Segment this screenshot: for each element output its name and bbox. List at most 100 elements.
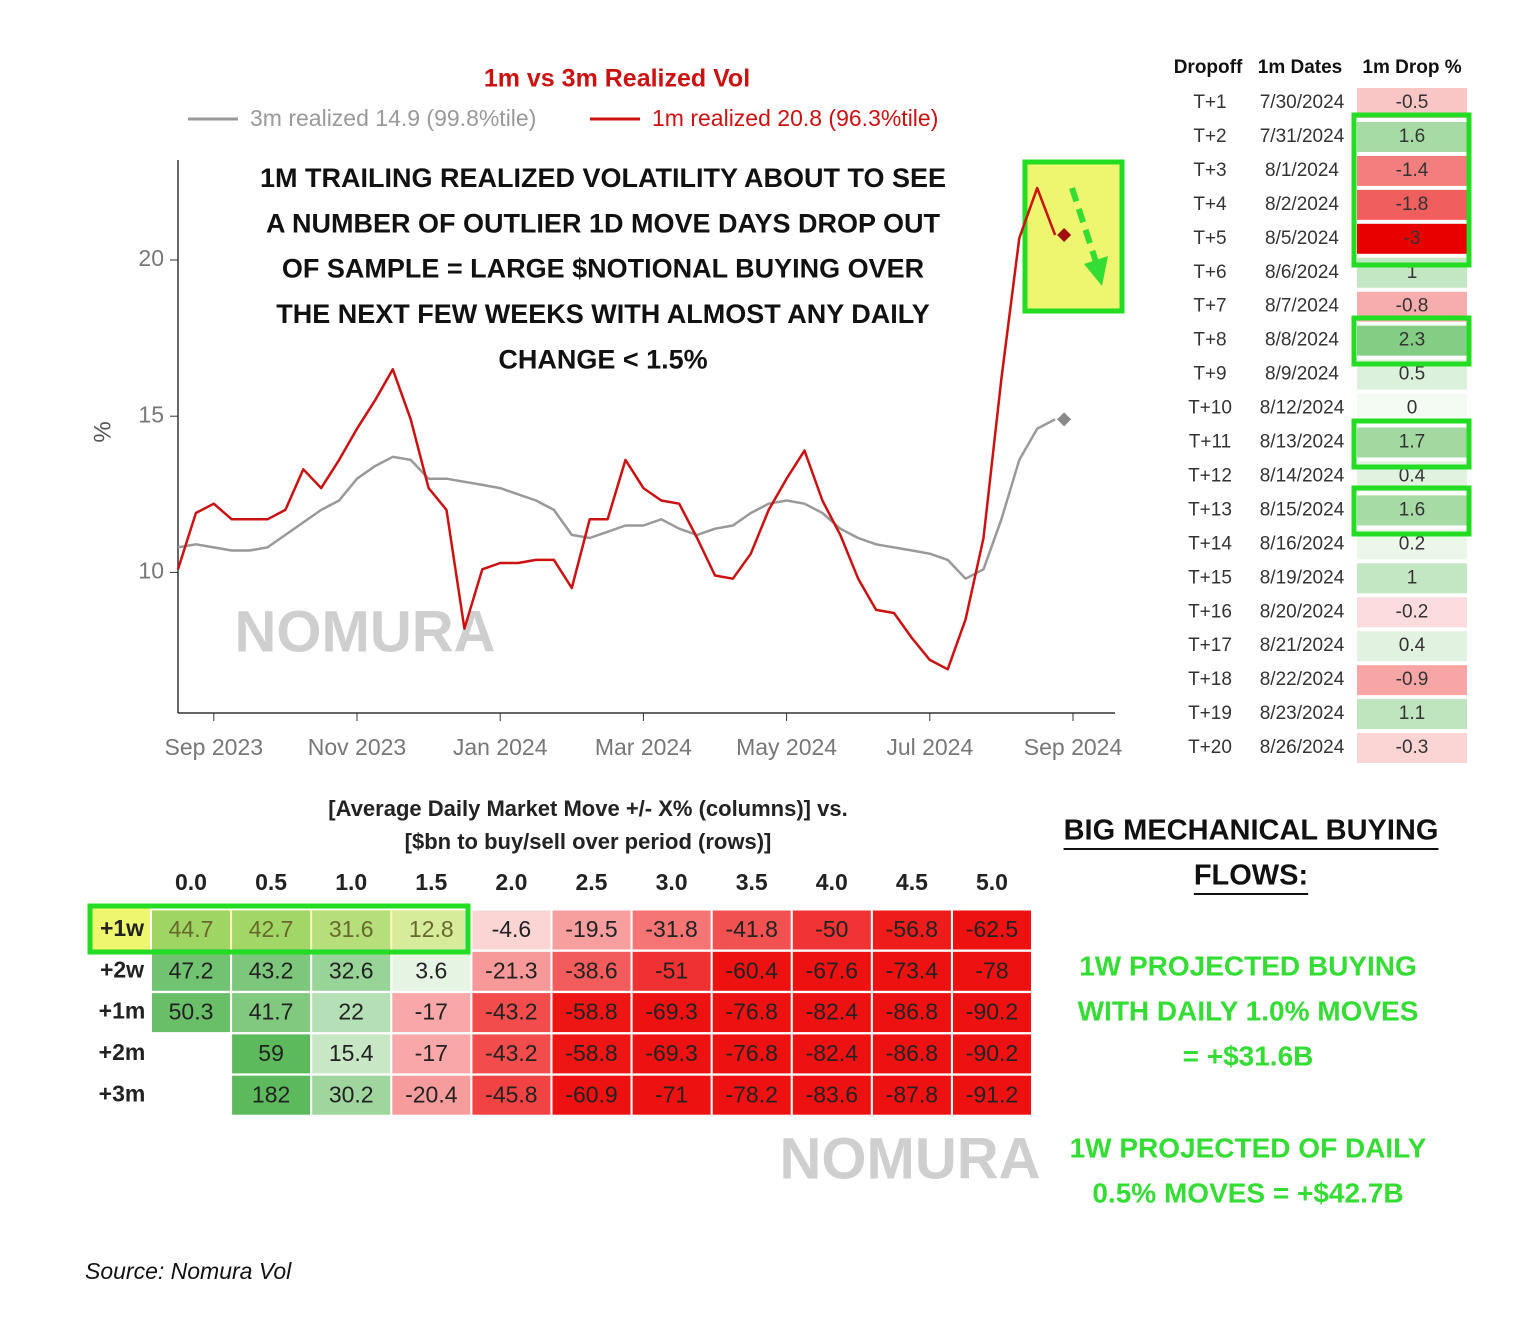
- cell-value: -0.2: [1396, 601, 1429, 622]
- heat-cell: [953, 910, 1031, 950]
- watermark: NOMURA: [235, 599, 496, 664]
- row-label: T+8: [1193, 330, 1226, 351]
- cell-value: -86.8: [886, 1040, 938, 1066]
- cell-value: -0.8: [1396, 296, 1429, 317]
- heat-cell: [872, 993, 951, 1033]
- heat-cell: [152, 910, 230, 950]
- row-label: T+3: [1193, 160, 1226, 181]
- row-label: T+14: [1188, 533, 1232, 554]
- row-date: 8/9/2024: [1265, 364, 1339, 385]
- heat-cell: [792, 993, 871, 1033]
- cell-value: -62.5: [966, 916, 1018, 942]
- cell-value: -67.6: [806, 957, 858, 983]
- cell-value: 1: [1407, 262, 1418, 283]
- heat-cell: [712, 910, 791, 950]
- heat-cell: [872, 951, 951, 991]
- heat-cell: [953, 1075, 1031, 1115]
- cell-value: 1.6: [1399, 499, 1425, 520]
- heat-cell: [1357, 631, 1467, 662]
- heat-cell: [472, 951, 551, 991]
- column-header: 2.0: [495, 869, 527, 895]
- cell-value: -90.2: [966, 999, 1018, 1025]
- row-date: 8/16/2024: [1260, 533, 1345, 554]
- table-header: 1m Dates: [1258, 57, 1343, 78]
- heat-cell: [392, 951, 471, 991]
- cell-value: 0.4: [1399, 635, 1426, 656]
- cell-value: -43.2: [485, 999, 537, 1025]
- end-marker: [1057, 227, 1072, 242]
- cell-value: -60.4: [725, 957, 778, 983]
- highlight-box: [1351, 112, 1472, 268]
- cell-value: -43.2: [485, 1040, 537, 1066]
- row-date: 8/23/2024: [1260, 703, 1345, 724]
- legend-label: 1m realized 20.8 (96.3%tile): [652, 105, 938, 131]
- row-label: +1w: [100, 915, 144, 941]
- cell-value: -0.3: [1396, 737, 1429, 758]
- heat-cell: [712, 1075, 791, 1115]
- row-label-highlight: [92, 908, 150, 950]
- column-header: 0.0: [175, 869, 207, 895]
- highlight-box: [1351, 418, 1472, 470]
- heat-cell: [152, 993, 230, 1033]
- table-header: 1m Drop %: [1362, 57, 1461, 78]
- heat-cell: [472, 910, 551, 950]
- row-date: 7/31/2024: [1260, 126, 1345, 147]
- cell-value: -1.8: [1396, 194, 1429, 215]
- row-label: T+10: [1188, 398, 1232, 419]
- y-tick-label: 15: [138, 401, 164, 427]
- cell-value: 47.2: [169, 957, 214, 983]
- x-tick-label: Nov 2023: [308, 734, 406, 760]
- cell-value: -31.8: [645, 916, 697, 942]
- heat-cell: [152, 951, 230, 991]
- x-tick-label: Mar 2024: [595, 734, 692, 760]
- heat-cell: [312, 1075, 391, 1115]
- row-label: T+7: [1193, 296, 1226, 317]
- heat-cell: [552, 910, 631, 950]
- heat-cell: [792, 951, 871, 991]
- row-date: 8/7/2024: [1265, 296, 1339, 317]
- row-date: 8/15/2024: [1260, 499, 1345, 520]
- x-tick-label: Jul 2024: [886, 734, 973, 760]
- cell-value: -20.4: [405, 1081, 458, 1107]
- y-tick-label: 20: [138, 245, 164, 271]
- row-label: +1m: [99, 998, 146, 1024]
- heat-cell: [792, 910, 871, 950]
- heat-cell: [872, 1034, 951, 1074]
- heat-cell: [632, 910, 711, 950]
- column-header: 4.5: [896, 869, 928, 895]
- cell-value: -60.9: [565, 1081, 617, 1107]
- row-date: 8/19/2024: [1260, 567, 1345, 588]
- callout-note: = +$31.6B: [1183, 1040, 1314, 1071]
- column-header: 4.0: [816, 869, 848, 895]
- table-title: [Average Daily Market Move +/- X% (colum…: [328, 796, 847, 821]
- heat-cell: [712, 951, 791, 991]
- row-label: T+12: [1188, 465, 1232, 486]
- heat-cell: [232, 951, 311, 991]
- x-tick-label: Jan 2024: [453, 734, 548, 760]
- heat-cell: [552, 951, 631, 991]
- heat-cell: [632, 993, 711, 1033]
- series-line: [177, 418, 1056, 580]
- cell-value: -76.8: [725, 1040, 777, 1066]
- cell-value: 1.7: [1399, 432, 1425, 453]
- heat-cell: [1357, 495, 1467, 526]
- heat-cell: [392, 1075, 471, 1115]
- cell-value: 22: [338, 999, 364, 1025]
- heat-cell: [872, 910, 951, 950]
- cell-value: 31.6: [329, 916, 374, 942]
- heat-cell: [792, 1034, 871, 1074]
- cell-value: -90.2: [966, 1040, 1018, 1066]
- cell-value: -58.8: [565, 1040, 617, 1066]
- highlight-box: [87, 903, 471, 955]
- cell-value: -50: [815, 916, 848, 942]
- cell-value: 182: [252, 1081, 290, 1107]
- heat-cell: [1357, 325, 1467, 356]
- x-tick-label: May 2024: [736, 734, 837, 760]
- source: Source: Nomura Vol: [85, 1258, 292, 1284]
- row-date: 8/8/2024: [1265, 330, 1339, 351]
- cell-value: -4.6: [492, 916, 532, 942]
- row-date: 8/1/2024: [1265, 160, 1339, 181]
- row-date: 8/2/2024: [1265, 194, 1339, 215]
- heat-cell: [392, 1034, 471, 1074]
- cell-value: 12.8: [409, 916, 454, 942]
